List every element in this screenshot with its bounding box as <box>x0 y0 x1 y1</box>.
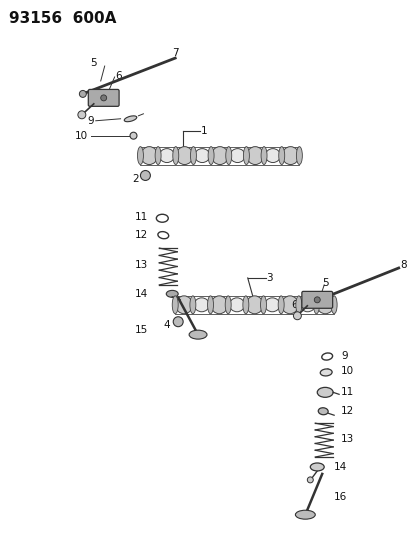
Ellipse shape <box>140 147 157 165</box>
Text: 10: 10 <box>74 131 88 141</box>
Text: 4: 4 <box>163 320 170 330</box>
Ellipse shape <box>261 147 266 165</box>
Ellipse shape <box>260 296 266 314</box>
Ellipse shape <box>282 147 298 165</box>
Circle shape <box>306 477 313 483</box>
FancyBboxPatch shape <box>88 90 119 107</box>
Text: 12: 12 <box>340 406 354 416</box>
Ellipse shape <box>278 147 284 165</box>
Ellipse shape <box>265 149 280 163</box>
Text: 11: 11 <box>135 212 148 222</box>
Ellipse shape <box>190 147 196 165</box>
Circle shape <box>79 91 86 98</box>
Ellipse shape <box>316 296 333 314</box>
Text: 11: 11 <box>340 387 354 397</box>
Text: 10: 10 <box>340 367 354 376</box>
Ellipse shape <box>225 147 231 165</box>
Text: 7: 7 <box>171 48 178 58</box>
Ellipse shape <box>194 298 209 312</box>
Ellipse shape <box>172 296 178 314</box>
Ellipse shape <box>176 147 192 165</box>
Ellipse shape <box>313 296 319 314</box>
Ellipse shape <box>225 296 230 314</box>
Ellipse shape <box>159 149 174 163</box>
Circle shape <box>302 301 309 308</box>
Ellipse shape <box>208 147 214 165</box>
Text: 5: 5 <box>321 278 328 288</box>
Ellipse shape <box>190 296 195 314</box>
Text: 93156  600A: 93156 600A <box>9 11 116 26</box>
Ellipse shape <box>316 387 332 397</box>
Ellipse shape <box>172 147 178 165</box>
Ellipse shape <box>246 296 262 314</box>
Ellipse shape <box>166 290 178 297</box>
Ellipse shape <box>207 296 213 314</box>
Ellipse shape <box>242 296 248 314</box>
Ellipse shape <box>264 298 279 312</box>
Ellipse shape <box>295 510 315 519</box>
Circle shape <box>293 312 301 320</box>
Text: 15: 15 <box>135 325 148 335</box>
Ellipse shape <box>320 369 331 376</box>
Circle shape <box>78 111 85 119</box>
Ellipse shape <box>155 147 161 165</box>
Ellipse shape <box>194 149 209 163</box>
Text: 2: 2 <box>131 174 138 184</box>
Text: 16: 16 <box>333 492 347 502</box>
Text: 6: 6 <box>290 300 297 310</box>
Circle shape <box>313 297 320 303</box>
Text: 3: 3 <box>266 273 273 283</box>
Ellipse shape <box>211 296 227 314</box>
Circle shape <box>173 317 183 327</box>
Circle shape <box>140 171 150 181</box>
Ellipse shape <box>229 298 244 312</box>
Text: 5: 5 <box>90 58 97 68</box>
Text: 8: 8 <box>400 260 406 270</box>
Circle shape <box>130 132 137 139</box>
Text: 6: 6 <box>115 71 122 81</box>
Text: 9: 9 <box>88 116 94 126</box>
Ellipse shape <box>310 463 323 471</box>
Ellipse shape <box>243 147 249 165</box>
Text: 1: 1 <box>201 126 207 136</box>
Ellipse shape <box>330 296 336 314</box>
Ellipse shape <box>211 147 228 165</box>
Ellipse shape <box>296 147 301 165</box>
Ellipse shape <box>175 296 192 314</box>
Ellipse shape <box>189 330 206 339</box>
Text: 14: 14 <box>135 289 148 299</box>
Ellipse shape <box>299 298 314 312</box>
Text: 9: 9 <box>340 351 347 360</box>
Text: 14: 14 <box>333 462 347 472</box>
Ellipse shape <box>246 147 263 165</box>
FancyBboxPatch shape <box>301 292 332 308</box>
Ellipse shape <box>318 408 328 415</box>
Ellipse shape <box>281 296 298 314</box>
Text: 13: 13 <box>135 260 148 270</box>
Ellipse shape <box>124 116 136 122</box>
Ellipse shape <box>137 147 143 165</box>
Circle shape <box>100 95 107 101</box>
Text: 12: 12 <box>135 230 148 240</box>
Ellipse shape <box>278 296 283 314</box>
Ellipse shape <box>230 149 244 163</box>
Text: 13: 13 <box>340 434 354 444</box>
Ellipse shape <box>295 296 301 314</box>
